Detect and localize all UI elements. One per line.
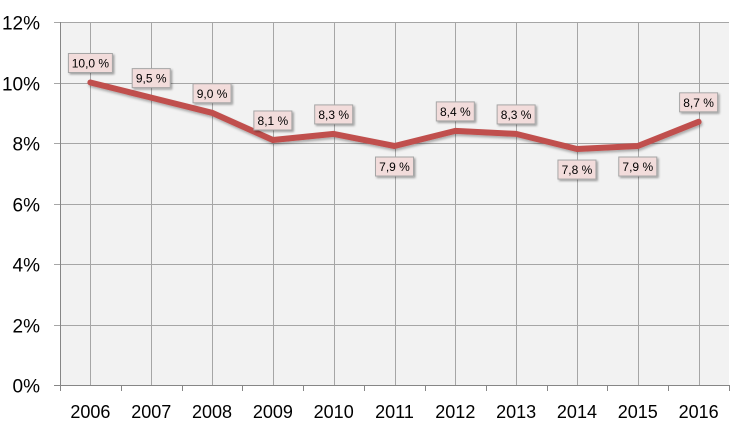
x-tick-label: 2016 — [679, 402, 719, 422]
x-axis: 2006 2007 2008 2009 2010 2011 2012 2013 2014 2015… — [60, 385, 730, 422]
svg-text:7,9 %: 7,9 % — [622, 160, 653, 174]
plot-area — [60, 22, 729, 385]
y-tick-label: 6% — [13, 196, 41, 217]
svg-text:8,3 %: 8,3 % — [318, 108, 349, 122]
x-tick-label: 2014 — [557, 402, 597, 422]
y-tick-label: 8% — [13, 135, 41, 156]
data-label: 9,0 % — [192, 83, 232, 104]
data-label: 7,9 % — [618, 156, 658, 177]
svg-text:7,9 %: 7,9 % — [379, 160, 410, 174]
svg-text:9,0 %: 9,0 % — [197, 87, 228, 101]
horizontal-gridlines — [54, 22, 729, 386]
data-label: 8,4 % — [435, 101, 475, 122]
svg-text:8,4 %: 8,4 % — [440, 105, 471, 119]
x-tick-label: 2010 — [314, 402, 354, 422]
y-axis: 0% 2% 4% 6% 8% 10% 12% — [2, 14, 61, 398]
data-label: 10,0 % — [67, 53, 113, 73]
x-tick-label: 2013 — [496, 402, 536, 422]
data-label: 7,8 % — [557, 159, 597, 180]
x-tick-label: 2008 — [192, 402, 232, 422]
data-label: 8,3 % — [314, 104, 354, 125]
y-tick-label: 4% — [13, 256, 41, 277]
x-tick-label: 2012 — [435, 402, 475, 422]
data-line — [87, 79, 702, 152]
data-labels: 10,0 % 9,5 % 9,0 % 8,1 % 8,3 % 7,9 % 8,4 % 8,3 … — [67, 53, 719, 180]
data-label: 8,7 % — [679, 92, 719, 113]
data-label: 7,9 % — [375, 156, 414, 177]
vertical-gridlines — [90, 22, 700, 385]
svg-text:10,0 %: 10,0 % — [72, 57, 110, 71]
svg-text:8,1 %: 8,1 % — [258, 114, 289, 128]
y-tick-label: 10% — [2, 75, 40, 96]
y-tick-label: 0% — [13, 377, 41, 398]
x-tick-label: 2007 — [131, 402, 171, 422]
x-tick-label: 2011 — [375, 402, 414, 422]
svg-text:9,5 %: 9,5 % — [136, 72, 167, 86]
svg-text:8,7 %: 8,7 % — [683, 96, 714, 110]
svg-text:7,8 %: 7,8 % — [562, 163, 593, 177]
y-tick-label: 12% — [2, 14, 40, 35]
x-tick-label: 2009 — [253, 402, 293, 422]
y-tick-label: 2% — [13, 317, 41, 338]
x-tick-label: 2015 — [618, 402, 658, 422]
data-label: 8,3 % — [496, 104, 536, 125]
x-tick-label: 2006 — [70, 402, 110, 422]
svg-text:8,3 %: 8,3 % — [501, 108, 532, 122]
data-label: 9,5 % — [131, 68, 171, 89]
data-label: 8,1 % — [253, 110, 293, 131]
